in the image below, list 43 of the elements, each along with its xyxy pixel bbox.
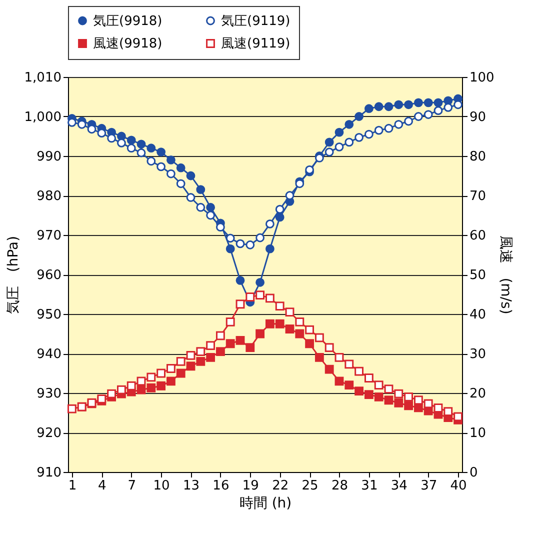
y-axis-title: 気圧 (hPa) — [5, 236, 22, 314]
y-tick-label: 970 — [36, 228, 62, 244]
y2-tick-label: 100 — [470, 70, 494, 86]
legend-label: 気圧(9119) — [221, 14, 290, 29]
x-axis-title: 時間 (h) — [239, 496, 292, 512]
x-tick-label: 34 — [390, 478, 408, 494]
y-tick-label: 920 — [36, 426, 62, 441]
y2-tick-label: 30 — [470, 347, 486, 362]
y-tick-label: 990 — [36, 150, 62, 164]
legend-label: 風速(9918) — [93, 36, 162, 52]
x-tick-label: 31 — [361, 478, 378, 494]
legend-label: 風速(9119) — [221, 36, 290, 52]
y-tick-label: 960 — [36, 268, 62, 283]
x-tick-label: 7 — [128, 478, 136, 494]
y2-tick-label: 90 — [470, 110, 486, 125]
y2-tick-label: 0 — [470, 466, 478, 480]
y-tick-label: 930 — [36, 386, 62, 402]
x-tick-label: 1 — [68, 478, 77, 494]
y2-tick-label: 40 — [470, 308, 486, 322]
x-tick-label: 40 — [450, 478, 467, 494]
x-tick-label: 37 — [420, 478, 438, 494]
y2-tick-label: 70 — [470, 189, 486, 204]
x-tick-label: 4 — [98, 478, 106, 494]
y-tick-label: 1,010 — [24, 70, 62, 86]
x-tick-label: 28 — [331, 478, 348, 494]
y2-axis-title: 風速 (m/s) — [497, 236, 514, 314]
y2-tick-label: 20 — [470, 386, 486, 402]
y2-tick-label: 10 — [470, 426, 486, 441]
y-tick-label: 910 — [36, 466, 62, 480]
x-tick-label: 10 — [153, 478, 170, 494]
y2-tick-label: 60 — [470, 228, 486, 244]
x-tick-label: 19 — [242, 478, 259, 494]
y2-tick-label: 50 — [470, 268, 486, 283]
y2-tick-label: 80 — [470, 150, 486, 164]
y-tick-label: 1,000 — [24, 110, 62, 125]
x-tick-label: 25 — [302, 478, 318, 494]
y-tick-label: 950 — [36, 308, 62, 322]
x-tick-label: 22 — [272, 478, 289, 494]
legend-label: 気圧(9918) — [93, 14, 162, 29]
x-tick-label: 13 — [182, 478, 200, 494]
y-tick-label: 980 — [36, 189, 62, 204]
y-tick-label: 940 — [36, 347, 62, 362]
x-tick-label: 16 — [212, 478, 230, 494]
